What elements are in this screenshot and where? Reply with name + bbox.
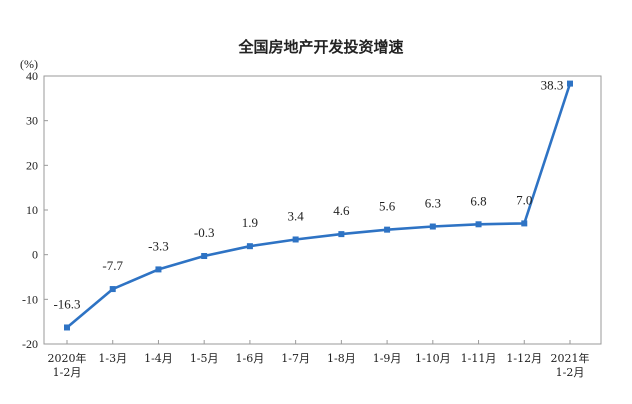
y-tick-label: -20	[22, 337, 38, 351]
data-label: 7.0	[516, 192, 532, 207]
data-label: 6.3	[425, 196, 441, 211]
data-label: 6.8	[470, 193, 486, 208]
x-tick-label: 2020年 1-2月	[48, 351, 87, 379]
x-tick-label: 1-5月	[190, 352, 219, 365]
data-point-marker	[338, 231, 345, 238]
data-point-marker	[429, 223, 436, 230]
data-label: -0.3	[194, 225, 215, 240]
data-point-marker	[246, 243, 253, 250]
x-axis-ticks: 2020年 1-2月 1-3月 1-4月 1-5月 1-6月 1-7月 1-8月 1-9月 1-1…	[48, 340, 590, 379]
data-point-marker	[567, 80, 573, 87]
y-tick-label: -10	[22, 292, 38, 306]
x-tick-label: 1-8月	[327, 352, 356, 365]
y-tick-label: 40	[26, 69, 38, 83]
data-point-marker	[292, 236, 299, 243]
series-line	[66, 83, 572, 329]
x-tick-label: 1-12月	[506, 352, 542, 365]
data-label-group: -16.3 -7.7 -3.3 -0.3 1.9 3.4 4.6 5.6 6.3 6.8 7.0 38…	[53, 78, 563, 312]
series-line-group	[64, 80, 573, 331]
data-label: -16.3	[53, 296, 80, 311]
x-tick-label: 1-3月	[98, 352, 127, 365]
data-point-marker	[475, 221, 482, 228]
y-tick-label: 0	[32, 248, 38, 262]
y-axis-ticks: -20 -10 0 10 20 30 40	[22, 69, 48, 351]
x-tick-label: 2021年 1-2月	[551, 351, 590, 379]
data-point-marker	[521, 220, 528, 227]
data-label: 1.9	[242, 215, 258, 230]
y-axis-unit-label: (%)	[20, 57, 38, 71]
data-point-marker	[155, 266, 162, 273]
data-point-marker	[64, 324, 70, 331]
x-tick-label: 1-10月	[415, 352, 451, 365]
y-tick-label: 10	[26, 203, 38, 217]
data-label: 3.4	[288, 208, 305, 223]
data-label: -7.7	[102, 258, 123, 273]
data-point-marker	[384, 226, 391, 233]
x-tick-label: 1-4月	[144, 352, 173, 365]
data-point-marker	[109, 286, 116, 293]
plot-area-frame	[43, 75, 602, 345]
chart-title: 全国房地产开发投资增速	[237, 38, 403, 56]
data-label: -3.3	[148, 238, 169, 253]
y-tick-label: 30	[26, 114, 38, 128]
y-tick-label: 20	[26, 158, 38, 172]
data-label: 4.6	[333, 203, 350, 218]
x-tick-label: 1-11月	[461, 352, 497, 365]
data-label: 5.6	[379, 199, 396, 214]
data-label: 38.3	[541, 78, 564, 93]
x-tick-label: 1-6月	[236, 352, 265, 365]
x-tick-label: 1-9月	[373, 352, 402, 365]
data-point-marker	[201, 253, 208, 260]
x-tick-label: 1-7月	[281, 352, 310, 365]
